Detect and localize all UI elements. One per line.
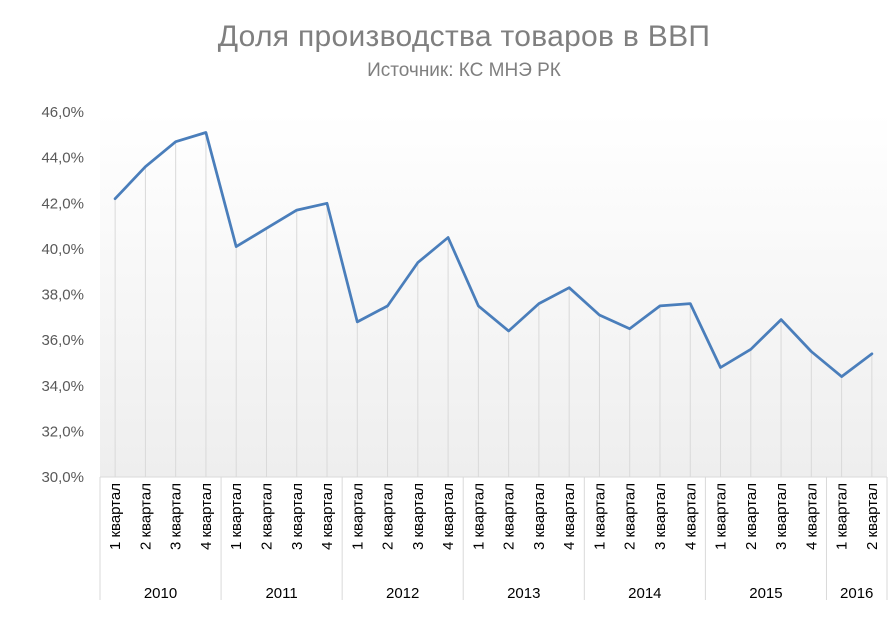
y-tick-label: 36,0%: [41, 332, 84, 349]
x-tick-label: 4 квартал: [682, 483, 699, 550]
y-tick-label: 44,0%: [41, 150, 84, 167]
chart-title: Доля производства товаров в ВВП: [217, 20, 711, 53]
x-tick-label: 4 квартал: [803, 483, 820, 550]
plot-area-background: [100, 112, 887, 477]
year-label: 2013: [507, 585, 540, 602]
x-tick-label: 4 квартал: [198, 483, 215, 550]
chart-subtitle: Источник: КС МНЭ РК: [367, 60, 561, 81]
x-tick-label: 2 квартал: [258, 483, 275, 550]
y-axis: 30,0% 32,0% 34,0% 36,0% 38,0% 40,0% 42,0% 44,0%…: [41, 104, 84, 486]
drop-lines: [114, 132, 873, 477]
x-tick-label: 3 квартал: [289, 483, 306, 550]
series-line: [113, 131, 874, 378]
x-tick-label: 1 квартал: [228, 483, 245, 550]
x-tick-label: 1 квартал: [470, 483, 487, 550]
x-tick-label: 2 квартал: [380, 483, 397, 550]
year-label: 2015: [749, 585, 782, 602]
y-tick-label: 34,0%: [41, 378, 84, 395]
year-label: 2012: [386, 585, 419, 602]
x-tick-label: 1 квартал: [591, 483, 608, 550]
x-tick-label: 4 квартал: [561, 483, 578, 550]
x-tick-label: 1 квартал: [834, 483, 851, 550]
y-tick-label: 40,0%: [41, 241, 84, 258]
series-layer: [113, 131, 874, 378]
x-tick-label: 3 квартал: [531, 483, 548, 550]
x-tick-label: 2 квартал: [137, 483, 154, 550]
x-tick-label: 2 квартал: [501, 483, 518, 550]
x-tick-label: 4 квартал: [440, 483, 457, 550]
x-axis: 1 квартал 2 квартал 3 квартал 4 квартал 1 кв…: [99, 476, 888, 602]
x-tick-label: 2 квартал: [864, 483, 881, 550]
x-tick-label: 3 квартал: [410, 483, 427, 550]
x-tick-label: 1 квартал: [349, 483, 366, 550]
x-tick-label: 4 квартал: [319, 483, 336, 550]
year-label: 2016: [840, 585, 873, 602]
year-label: 2014: [628, 585, 661, 602]
year-label: 2011: [265, 585, 297, 602]
x-tick-label: 3 квартал: [652, 483, 669, 550]
x-tick-label: 1 квартал: [107, 483, 124, 550]
year-label: 2010: [144, 585, 177, 602]
x-tick-label: 2 квартал: [743, 483, 760, 550]
x-tick-label: 1 квартал: [713, 483, 730, 550]
y-tick-label: 32,0%: [41, 423, 84, 440]
y-tick-label: 30,0%: [41, 469, 84, 486]
y-tick-label: 46,0%: [41, 104, 84, 121]
y-tick-label: 42,0%: [41, 195, 84, 212]
x-tick-label: 3 квартал: [773, 483, 790, 550]
y-tick-label: 38,0%: [41, 287, 84, 304]
x-tick-label: 3 квартал: [168, 483, 185, 550]
x-tick-label: 2 квартал: [622, 483, 639, 550]
